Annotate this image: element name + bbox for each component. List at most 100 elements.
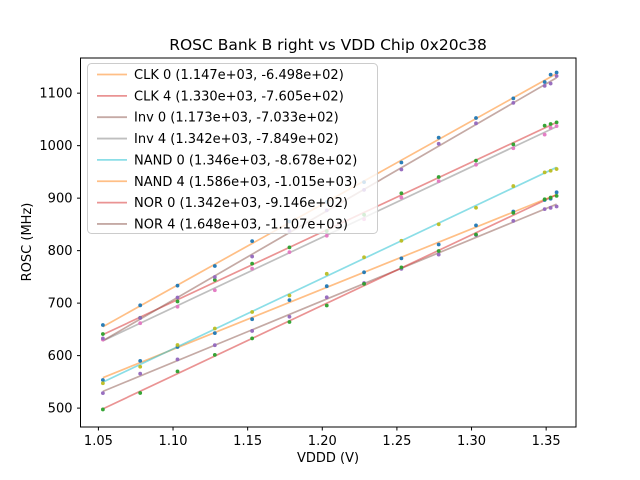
legend-entry-label: NOR 0 (1.342e+03, -9.146e+02) — [134, 196, 348, 211]
data-point-nor-0 — [100, 407, 105, 412]
data-point-clk-4 — [287, 245, 292, 250]
data-point-nand-0 — [324, 271, 329, 276]
data-point-nand-4 — [554, 70, 559, 75]
data-point-nor-0 — [474, 232, 478, 237]
y-tick-label: 700 — [48, 297, 73, 312]
legend: CLK 0 (1.147e+03, -6.498e+02) CLK 4 (1.33… — [87, 63, 378, 234]
data-point-clk-4 — [511, 142, 516, 147]
data-point-nand-4 — [436, 135, 441, 140]
data-point-clk-0 — [474, 223, 478, 228]
y-tick-label: 900 — [48, 192, 73, 207]
data-point-nor-0 — [175, 369, 180, 374]
data-point-inv-4 — [554, 124, 559, 128]
data-point-clk-0 — [399, 256, 404, 261]
data-point-nand-4 — [175, 283, 180, 288]
data-point-inv-0 — [250, 329, 255, 333]
data-point-nand-0 — [474, 205, 478, 210]
data-point-inv-4 — [138, 321, 143, 326]
data-point-nand-0 — [250, 310, 255, 314]
data-point-inv-0 — [100, 391, 105, 396]
legend-entry-label: CLK 0 (1.147e+03, -6.498e+02) — [134, 68, 344, 83]
data-point-clk-0 — [436, 242, 441, 247]
data-point-nand-0 — [542, 170, 547, 175]
data-point-inv-0 — [324, 295, 329, 300]
data-points-layer — [100, 70, 559, 412]
data-point-nand-0 — [554, 167, 559, 171]
x-tick-label: 1.25 — [382, 434, 411, 449]
y-tick-label: 800 — [48, 244, 73, 259]
data-point-nand-4 — [250, 239, 255, 244]
data-point-inv-0 — [287, 314, 292, 319]
data-point-nor-0 — [287, 320, 292, 324]
data-point-clk-0 — [250, 317, 255, 322]
data-point-inv-0 — [554, 204, 559, 209]
data-point-clk-4 — [100, 332, 105, 336]
data-point-nor-4 — [511, 100, 516, 105]
data-point-nand-4 — [212, 264, 217, 268]
legend-entry-label: NAND 4 (1.586e+03, -1.015e+03) — [134, 175, 357, 190]
legend-entry-label: NAND 0 (1.346e+03, -8.678e+02) — [134, 153, 357, 168]
data-point-clk-4 — [436, 175, 441, 179]
legend-box — [87, 63, 378, 234]
data-point-nor-4 — [474, 121, 478, 126]
data-point-inv-0 — [212, 343, 217, 348]
data-point-nor-0 — [436, 249, 441, 253]
y-tick-label: 500 — [48, 402, 73, 417]
data-point-clk-4 — [548, 122, 553, 126]
legend-entry-label: NOR 4 (1.648e+03, -1.107e+03) — [134, 217, 348, 232]
data-point-inv-0 — [436, 252, 441, 257]
y-tick-label: 600 — [48, 349, 73, 364]
data-point-nor-0 — [511, 210, 516, 215]
x-tick-label: 1.10 — [159, 434, 188, 449]
data-point-nor-4 — [250, 254, 255, 259]
data-point-inv-0 — [175, 357, 180, 362]
data-point-clk-4 — [250, 261, 255, 266]
data-point-inv-4 — [548, 125, 553, 130]
data-point-nor-4 — [548, 81, 553, 86]
data-point-clk-0 — [554, 190, 559, 195]
data-point-nand-0 — [175, 343, 180, 347]
data-point-inv-0 — [511, 219, 516, 223]
legend-entry-label: Inv 0 (1.173e+03, -7.033e+02) — [134, 111, 339, 126]
legend-entry-label: CLK 4 (1.330e+03, -7.605e+02) — [134, 89, 344, 104]
data-point-inv-4 — [436, 179, 441, 184]
data-point-inv-4 — [212, 288, 217, 293]
chart-title: ROSC Bank B right vs VDD Chip 0x20c38 — [169, 36, 487, 54]
data-point-nand-4 — [100, 323, 105, 327]
data-point-inv-0 — [138, 371, 143, 376]
data-point-clk-0 — [324, 284, 329, 289]
y-axis-label: ROSC (MHz) — [20, 203, 35, 282]
data-point-inv-4 — [324, 233, 329, 238]
data-point-nand-0 — [548, 168, 553, 173]
data-point-nor-4 — [399, 167, 404, 172]
data-point-nand-0 — [511, 184, 516, 188]
data-point-nor-4 — [138, 316, 143, 320]
data-point-nor-0 — [399, 265, 404, 270]
data-point-clk-4 — [399, 191, 404, 196]
data-point-inv-0 — [542, 207, 547, 212]
data-point-nand-4 — [548, 72, 553, 77]
fit-line-nor-0 — [102, 193, 557, 410]
data-point-inv-0 — [548, 205, 553, 210]
data-point-nand-4 — [542, 80, 547, 84]
data-point-nor-0 — [542, 197, 547, 202]
data-point-clk-4 — [175, 299, 180, 304]
data-point-inv-4 — [511, 146, 516, 151]
data-point-clk-0 — [100, 378, 105, 382]
data-point-nor-0 — [554, 193, 559, 198]
data-point-nor-0 — [250, 336, 255, 341]
x-tick-label: 1.05 — [84, 434, 113, 449]
data-point-clk-4 — [474, 158, 478, 163]
data-point-inv-4 — [399, 195, 404, 200]
data-point-clk-0 — [287, 298, 292, 302]
data-point-clk-0 — [362, 270, 366, 275]
plot-frame — [80, 57, 577, 428]
data-point-clk-0 — [212, 331, 217, 335]
data-point-nor-4 — [175, 295, 180, 300]
legend-entry-label: Inv 4 (1.342e+03, -7.849e+02) — [134, 132, 339, 147]
data-point-clk-4 — [542, 123, 547, 128]
data-point-nor-4 — [100, 336, 105, 341]
axes-layer: 1.05 1.10 1.15 1.20 1.25 1.30 1.35 500 600 700 800… — [39, 57, 577, 449]
